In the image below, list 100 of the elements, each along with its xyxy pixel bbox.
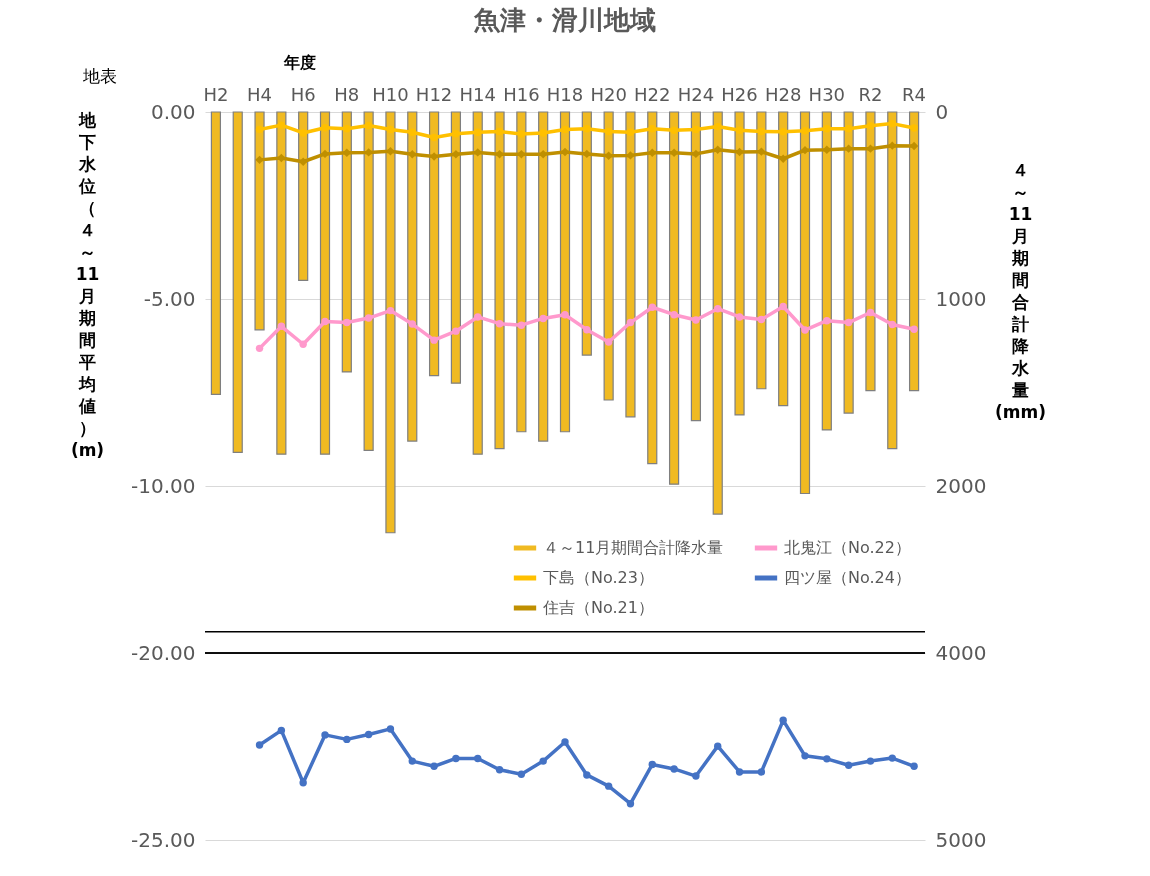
point [517, 130, 526, 138]
point [692, 316, 700, 324]
bar [428, 111, 440, 377]
x-tick-label: H26 [721, 83, 758, 105]
y2-tick-label: 0 [935, 99, 949, 124]
bar [363, 111, 374, 452]
point [495, 319, 504, 328]
point [604, 782, 613, 790]
point [823, 125, 831, 133]
point [648, 760, 656, 769]
point [561, 311, 569, 319]
point [430, 762, 438, 771]
legend-label: ４～11月期間合計降水量 [543, 538, 724, 557]
point [626, 128, 635, 136]
point [801, 326, 809, 334]
bar [799, 111, 811, 495]
x-tick-label: H30 [808, 83, 846, 105]
bar [581, 111, 592, 356]
point [299, 129, 307, 137]
bar [341, 111, 352, 373]
point [844, 318, 853, 327]
bar [908, 111, 920, 392]
bar [319, 111, 331, 455]
point [844, 761, 853, 769]
x-tick-label: H28 [764, 83, 802, 105]
point [714, 305, 722, 313]
point [888, 119, 896, 128]
x-axis-title: 年度 [282, 52, 316, 72]
text: ４～11月期間合計降水量(mm) [995, 159, 1046, 422]
point [321, 731, 329, 739]
point [539, 129, 547, 137]
point [277, 322, 286, 330]
point [692, 772, 700, 780]
bar [843, 111, 854, 414]
legend-label: 北鬼江（No.22） [784, 538, 911, 557]
point [277, 726, 286, 735]
x-tick-label: H8 [334, 83, 360, 105]
point [910, 762, 918, 771]
bar [516, 111, 527, 433]
point [386, 125, 395, 134]
point [474, 754, 482, 763]
point [343, 125, 351, 133]
x-tick-label: R4 [902, 83, 927, 105]
bar [450, 111, 462, 384]
point [844, 125, 853, 133]
y2-tick-label: 1000 [935, 286, 987, 311]
x-tick-label: H4 [247, 83, 273, 105]
point [495, 127, 504, 136]
bar [690, 111, 702, 422]
point [648, 125, 656, 133]
point [910, 124, 918, 132]
point [343, 318, 351, 327]
point [561, 125, 569, 134]
point [583, 771, 591, 779]
point [779, 302, 787, 311]
point [670, 765, 678, 773]
point [910, 325, 918, 333]
bar [712, 111, 723, 515]
point [408, 757, 416, 765]
point [670, 311, 678, 319]
point [299, 157, 308, 166]
point [583, 125, 591, 133]
point [539, 314, 547, 323]
y-tick-label: -10.00 [131, 473, 196, 498]
bar [625, 111, 636, 418]
point [343, 735, 351, 744]
point [692, 125, 700, 134]
bar [494, 111, 505, 450]
bar [385, 111, 396, 534]
bar [887, 111, 898, 450]
point [321, 317, 329, 326]
point [364, 121, 373, 130]
point [648, 303, 656, 311]
point [452, 754, 460, 763]
x-tick-label: H16 [503, 83, 540, 105]
text: 地下水位（４～11月期間平均値）(m) [70, 109, 105, 460]
point [430, 336, 438, 344]
point [364, 730, 373, 739]
bar [472, 111, 483, 455]
point [495, 765, 504, 774]
point [386, 725, 395, 733]
point [517, 770, 526, 778]
bar [756, 111, 767, 390]
text: 地表 [82, 66, 117, 86]
point [430, 133, 438, 142]
point [757, 315, 766, 324]
point [364, 314, 373, 322]
x-tick-label: H20 [590, 83, 627, 105]
point [561, 738, 569, 746]
bar [668, 111, 680, 485]
point [255, 741, 264, 749]
point [779, 128, 787, 136]
bar [210, 111, 222, 395]
point [735, 768, 744, 776]
point [714, 122, 722, 131]
point [735, 313, 744, 321]
point [626, 318, 635, 327]
bar [734, 111, 745, 416]
point [452, 129, 460, 138]
y2-tick-label: 2000 [935, 473, 987, 498]
